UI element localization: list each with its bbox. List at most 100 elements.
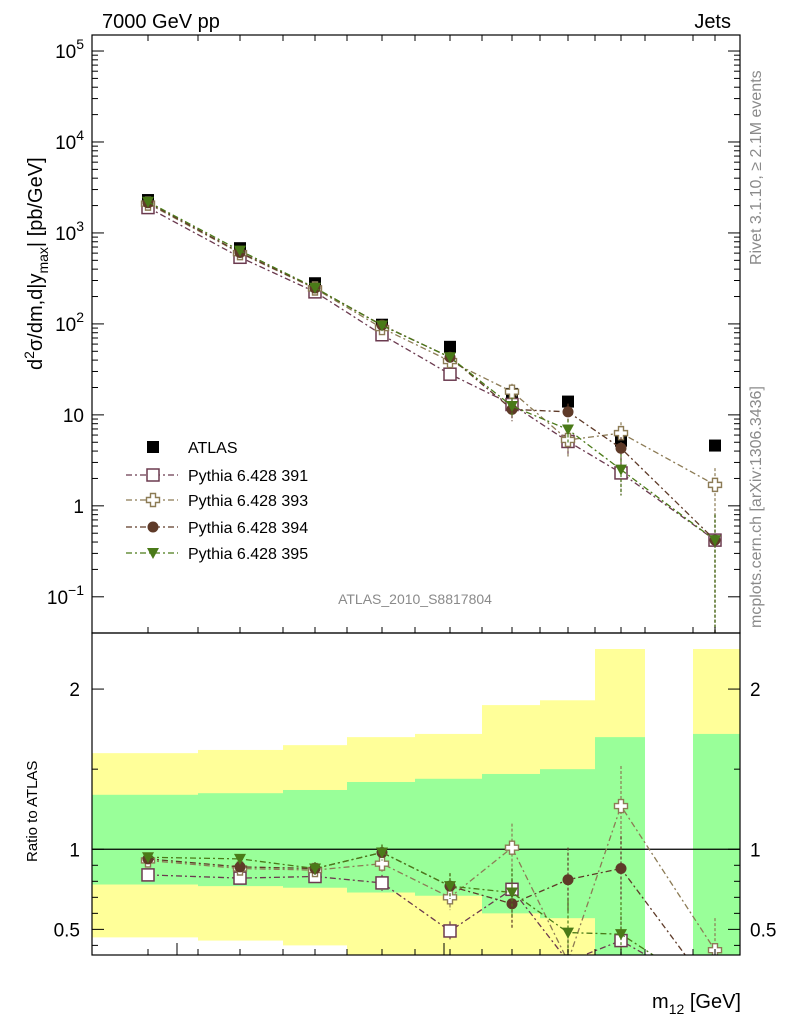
ratio-point-p395 [506,887,518,899]
tick-base: 10 [55,224,76,245]
main-y-tick-label: 104 [55,127,84,154]
main-y-tick-label: 10 [63,406,84,427]
ylabel-part-a-sup: 2 [21,351,37,359]
ratio-band-group [92,649,740,955]
ylabel-part-b-sub: max [35,247,51,273]
legend-label: Pythia 6.428 395 [188,546,308,563]
ratio-y-tick-label-left: 1 [69,840,80,861]
data-point-p395 [615,464,627,476]
ratio-point-p394 [615,862,627,874]
ratio-point-p395 [142,852,154,864]
ratio-y-axis: 0.5 0.5 1 1 2 2 [54,680,776,955]
xlabel-main: m [652,991,669,1013]
legend-entry-p391: Pythia 6.428 391 [126,468,308,485]
legend-entry-atlas: ATLAS [147,440,238,457]
ylabel-part-b: σ/dm,d|y [25,274,47,352]
tick-base: 1 [73,497,84,518]
ratio-point-p394 [234,861,246,873]
ratio-y-tick-label-right: 0.5 [750,920,776,941]
main-y-tick-label: 102 [55,309,84,336]
ratio-point-p393 [504,840,520,855]
legend-label: ATLAS [188,440,238,457]
data-point-p395 [506,401,518,413]
ratio-point-p395 [562,927,574,939]
xlabel-sub: 12 [669,1001,685,1017]
ratio-y-tick-label-left: 0.5 [54,920,80,941]
ratio-series-p395 [142,844,655,955]
series-line-p391 [147,207,716,541]
main-series-group [140,194,723,633]
data-point-p393 [504,384,520,399]
data-point-atlas [709,439,721,452]
data-point-p395 [234,245,246,257]
ratio-point-p391 [561,954,575,955]
legend-marker [147,548,159,559]
uncertainty-band-inner [595,737,645,955]
ratio-point-p395 [309,863,321,875]
data-point-p393 [613,425,629,441]
uncertainty-band-inner [415,778,482,896]
data-point-p391 [443,367,457,381]
data-point-p394 [562,406,574,418]
series-p394 [142,197,721,633]
legend: ATLAS Pythia 6.428 391 Pythia 6.428 393 Pyt… [126,440,308,563]
tick-exponent: 2 [76,309,84,325]
tick-base: 10 [55,42,76,63]
ratio-point-p393 [442,890,458,905]
ratio-point-p395 [615,929,627,941]
uncertainty-band-inner [693,733,740,955]
ratio-point-p394 [562,874,574,886]
tick-base: 10 [55,133,76,154]
data-point-atlas [444,340,456,353]
uncertainty-band-inner [347,781,415,893]
data-point-p395 [309,282,321,294]
legend-entry-p393: Pythia 6.428 393 [126,492,308,510]
data-point-p395 [376,320,388,332]
header-left-label: 7000 GeV pp [102,11,220,33]
main-y-tick-label: 10−1 [47,582,84,609]
legend-marker [146,468,160,482]
tick-base: 10 [55,315,76,336]
mcplots-reference-label: mcplots.cern.ch [arXiv:1306.3436] [748,386,765,628]
ratio-point-p391 [141,868,155,882]
ratio-panel-frame [91,632,741,956]
legend-marker [145,492,161,508]
tick-exponent: 4 [76,127,84,143]
uncertainty-band-inner [540,769,595,919]
ratio-point-p393 [564,954,572,955]
ratio-y-tick-label-right: 1 [750,840,761,861]
data-point-p393 [707,477,723,493]
ratio-point-p395 [234,853,246,865]
series-p391 [141,200,722,633]
ratio-point-p391 [443,924,457,938]
tick-exponent: 3 [76,218,84,234]
x-axis-label: m12 [GeV] [652,991,741,1017]
legend-marker [147,441,159,453]
ratio-y-tick-label-left: 2 [69,680,80,701]
ratio-y-tick-label-right: 2 [750,680,761,701]
tick-base: 10 [47,588,68,609]
legend-label: Pythia 6.428 391 [188,468,308,485]
ratio-point-p395 [376,847,388,859]
main-panel-frame [91,34,741,634]
ratio-y-axis-label: Ratio to ATLAS [24,761,41,862]
ratio-point-p395 [444,881,456,893]
legend-entry-p395: Pythia 6.428 395 [126,546,308,563]
data-point-p395 [142,196,154,208]
legend-entry-p394: Pythia 6.428 394 [126,520,308,537]
legend-label: Pythia 6.428 394 [188,520,308,537]
tick-base: 10 [63,406,84,427]
main-y-tick-label: 103 [55,218,84,245]
tick-exponent: 5 [76,36,84,52]
data-point-p395 [562,424,574,436]
legend-marker [147,521,159,533]
data-point-p395 [444,352,456,364]
ylabel-part-c: | [pb/GeV] [25,157,47,247]
header-right-label: Jets [694,11,731,33]
data-point-p394 [615,442,627,454]
ylabel-part-a: d [25,359,47,370]
series-p395 [142,196,721,633]
legend-label: Pythia 6.428 393 [188,493,308,510]
